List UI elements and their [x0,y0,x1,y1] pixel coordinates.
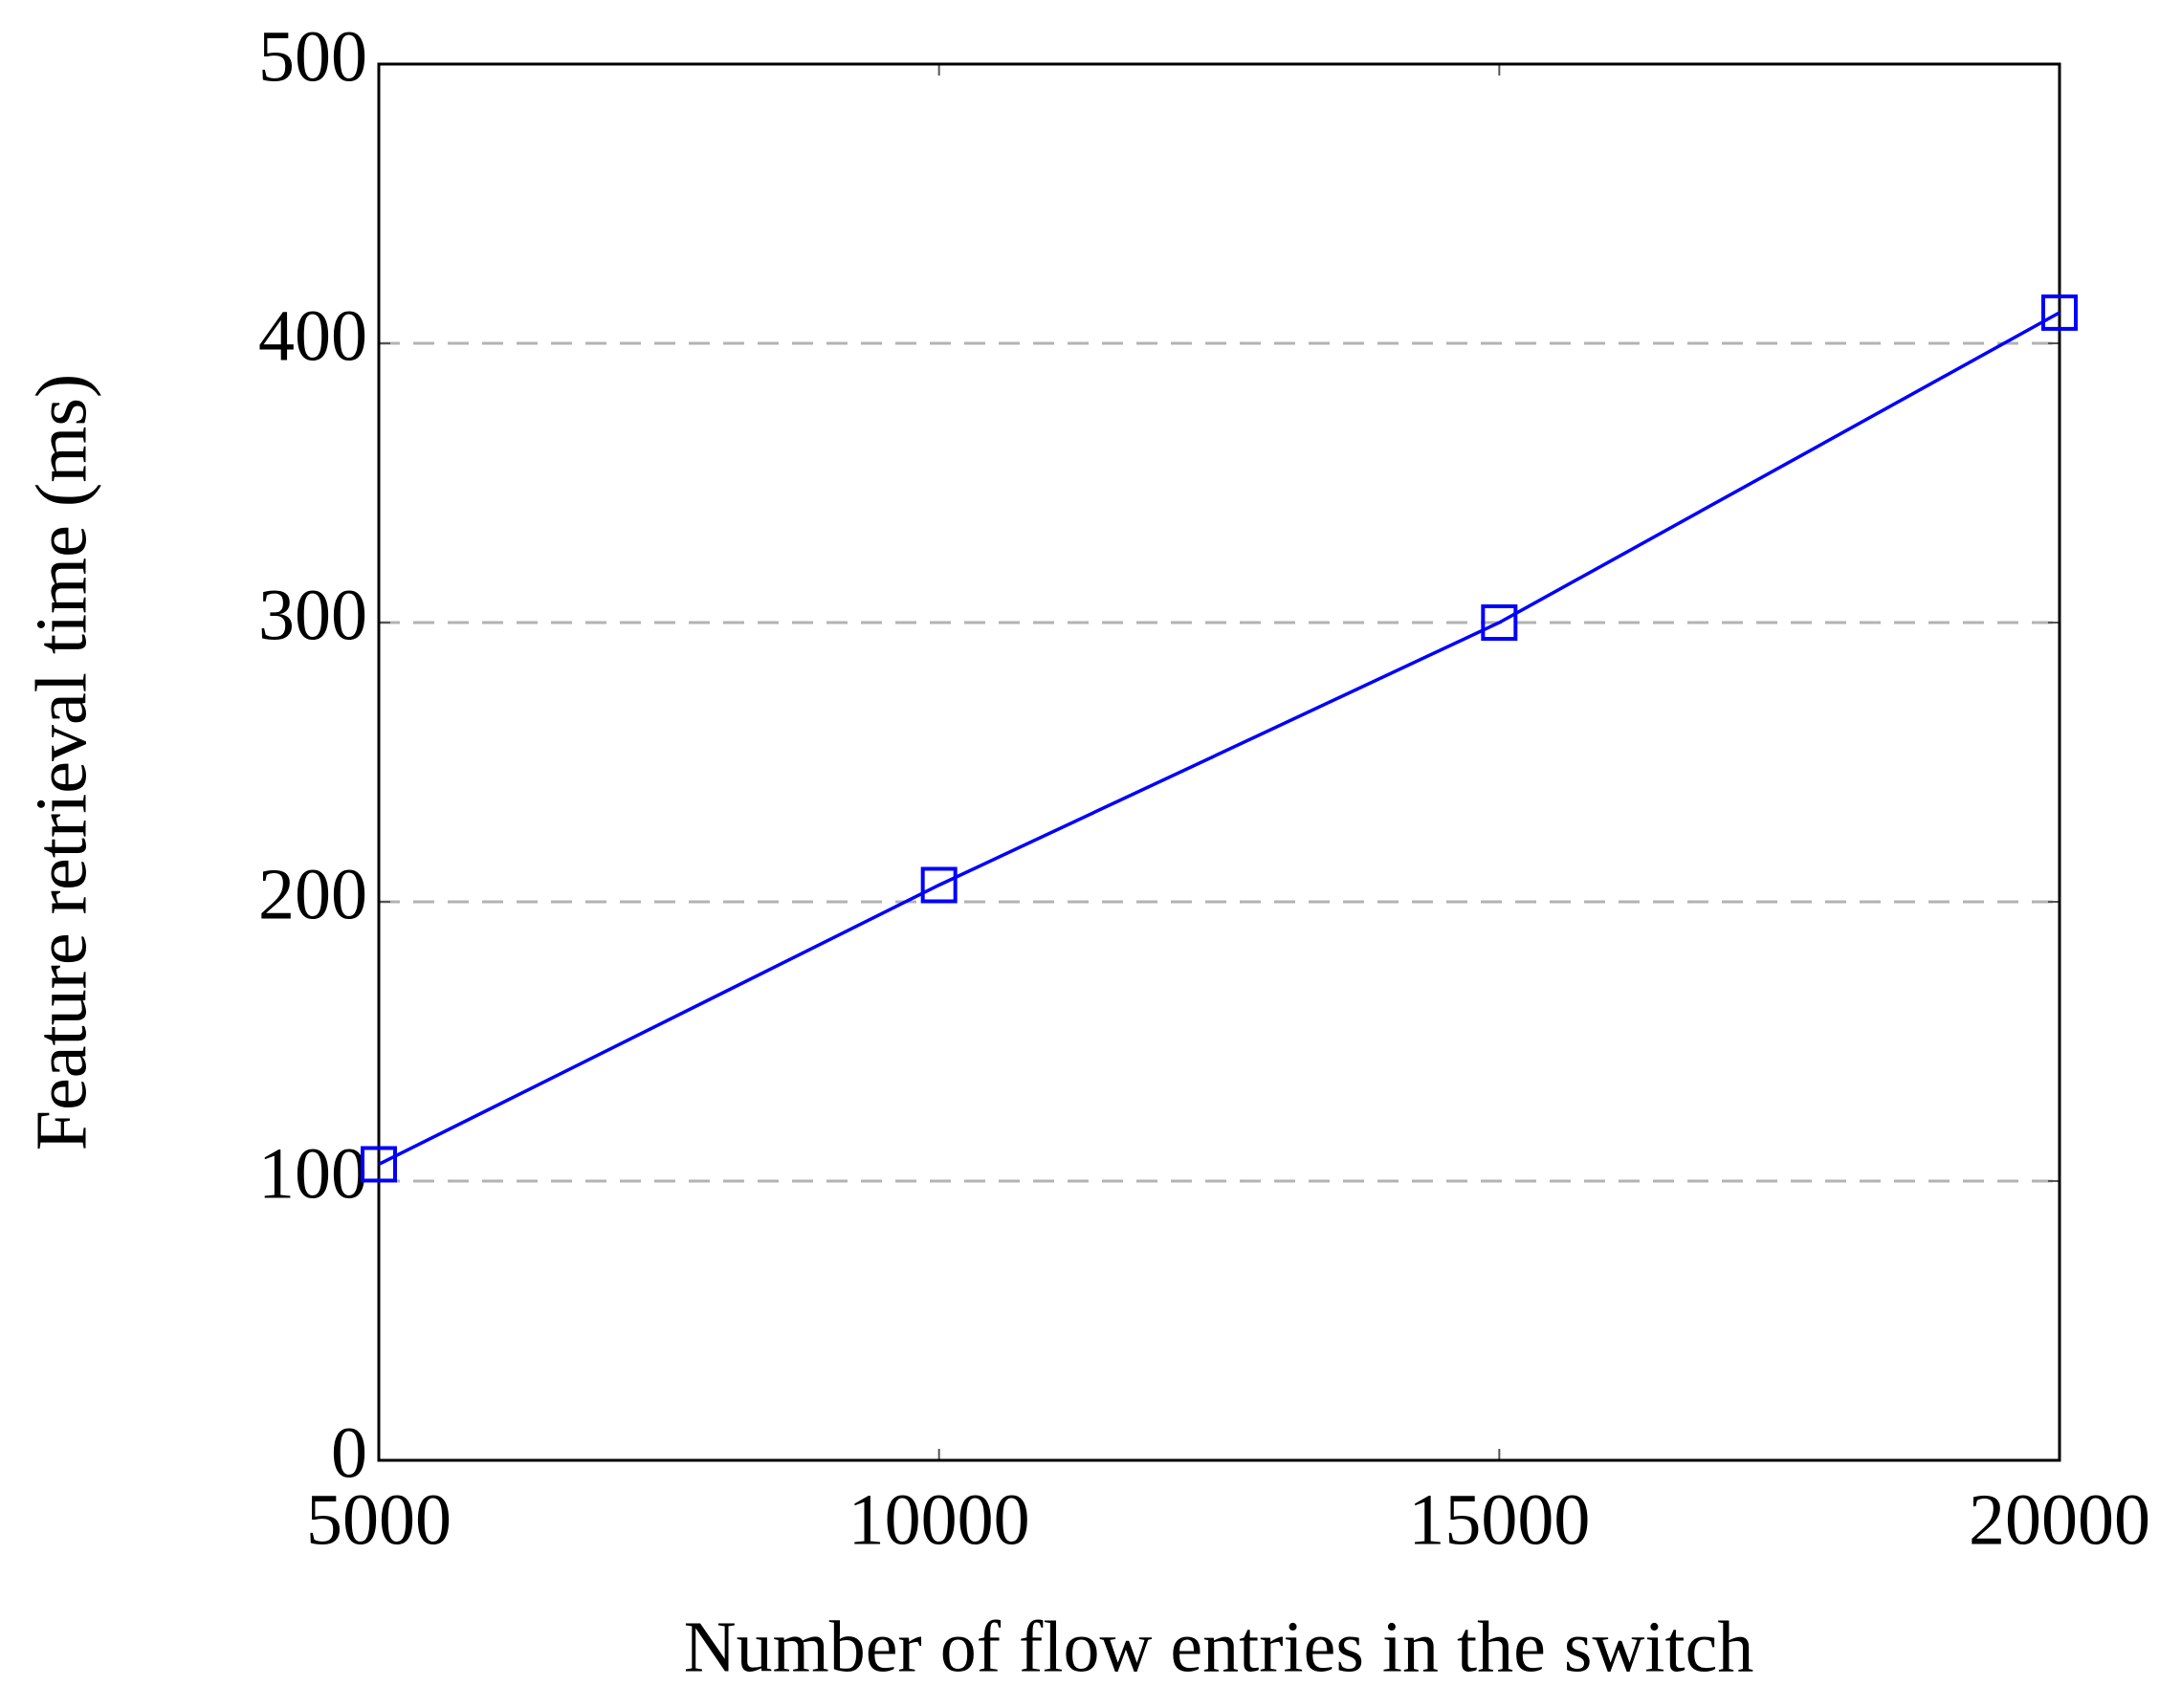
marker [1481,604,1518,641]
y-tick-label: 500 [258,16,367,97]
marker [361,1146,397,1183]
marker [2041,294,2078,331]
plot-frame [377,62,2061,1462]
y-tick-label: 200 [258,854,367,934]
y-tick-label: 0 [331,1412,367,1493]
y-axis-label: Feature retrieval time (ms) [21,374,101,1150]
marker [920,866,958,904]
x-tick-label: 10000 [848,1479,1030,1560]
x-axis-label: Number of flow entries in the switch [684,1607,1754,1687]
y-tick-label: 300 [258,575,367,655]
y-tick-label: 100 [258,1133,367,1214]
line [378,311,2060,1167]
x-tick-label: 5000 [306,1479,452,1560]
y-tick-label: 400 [258,296,367,376]
x-tick-label: 20000 [1969,1479,2150,1560]
x-tick-label: 15000 [1408,1479,1590,1560]
